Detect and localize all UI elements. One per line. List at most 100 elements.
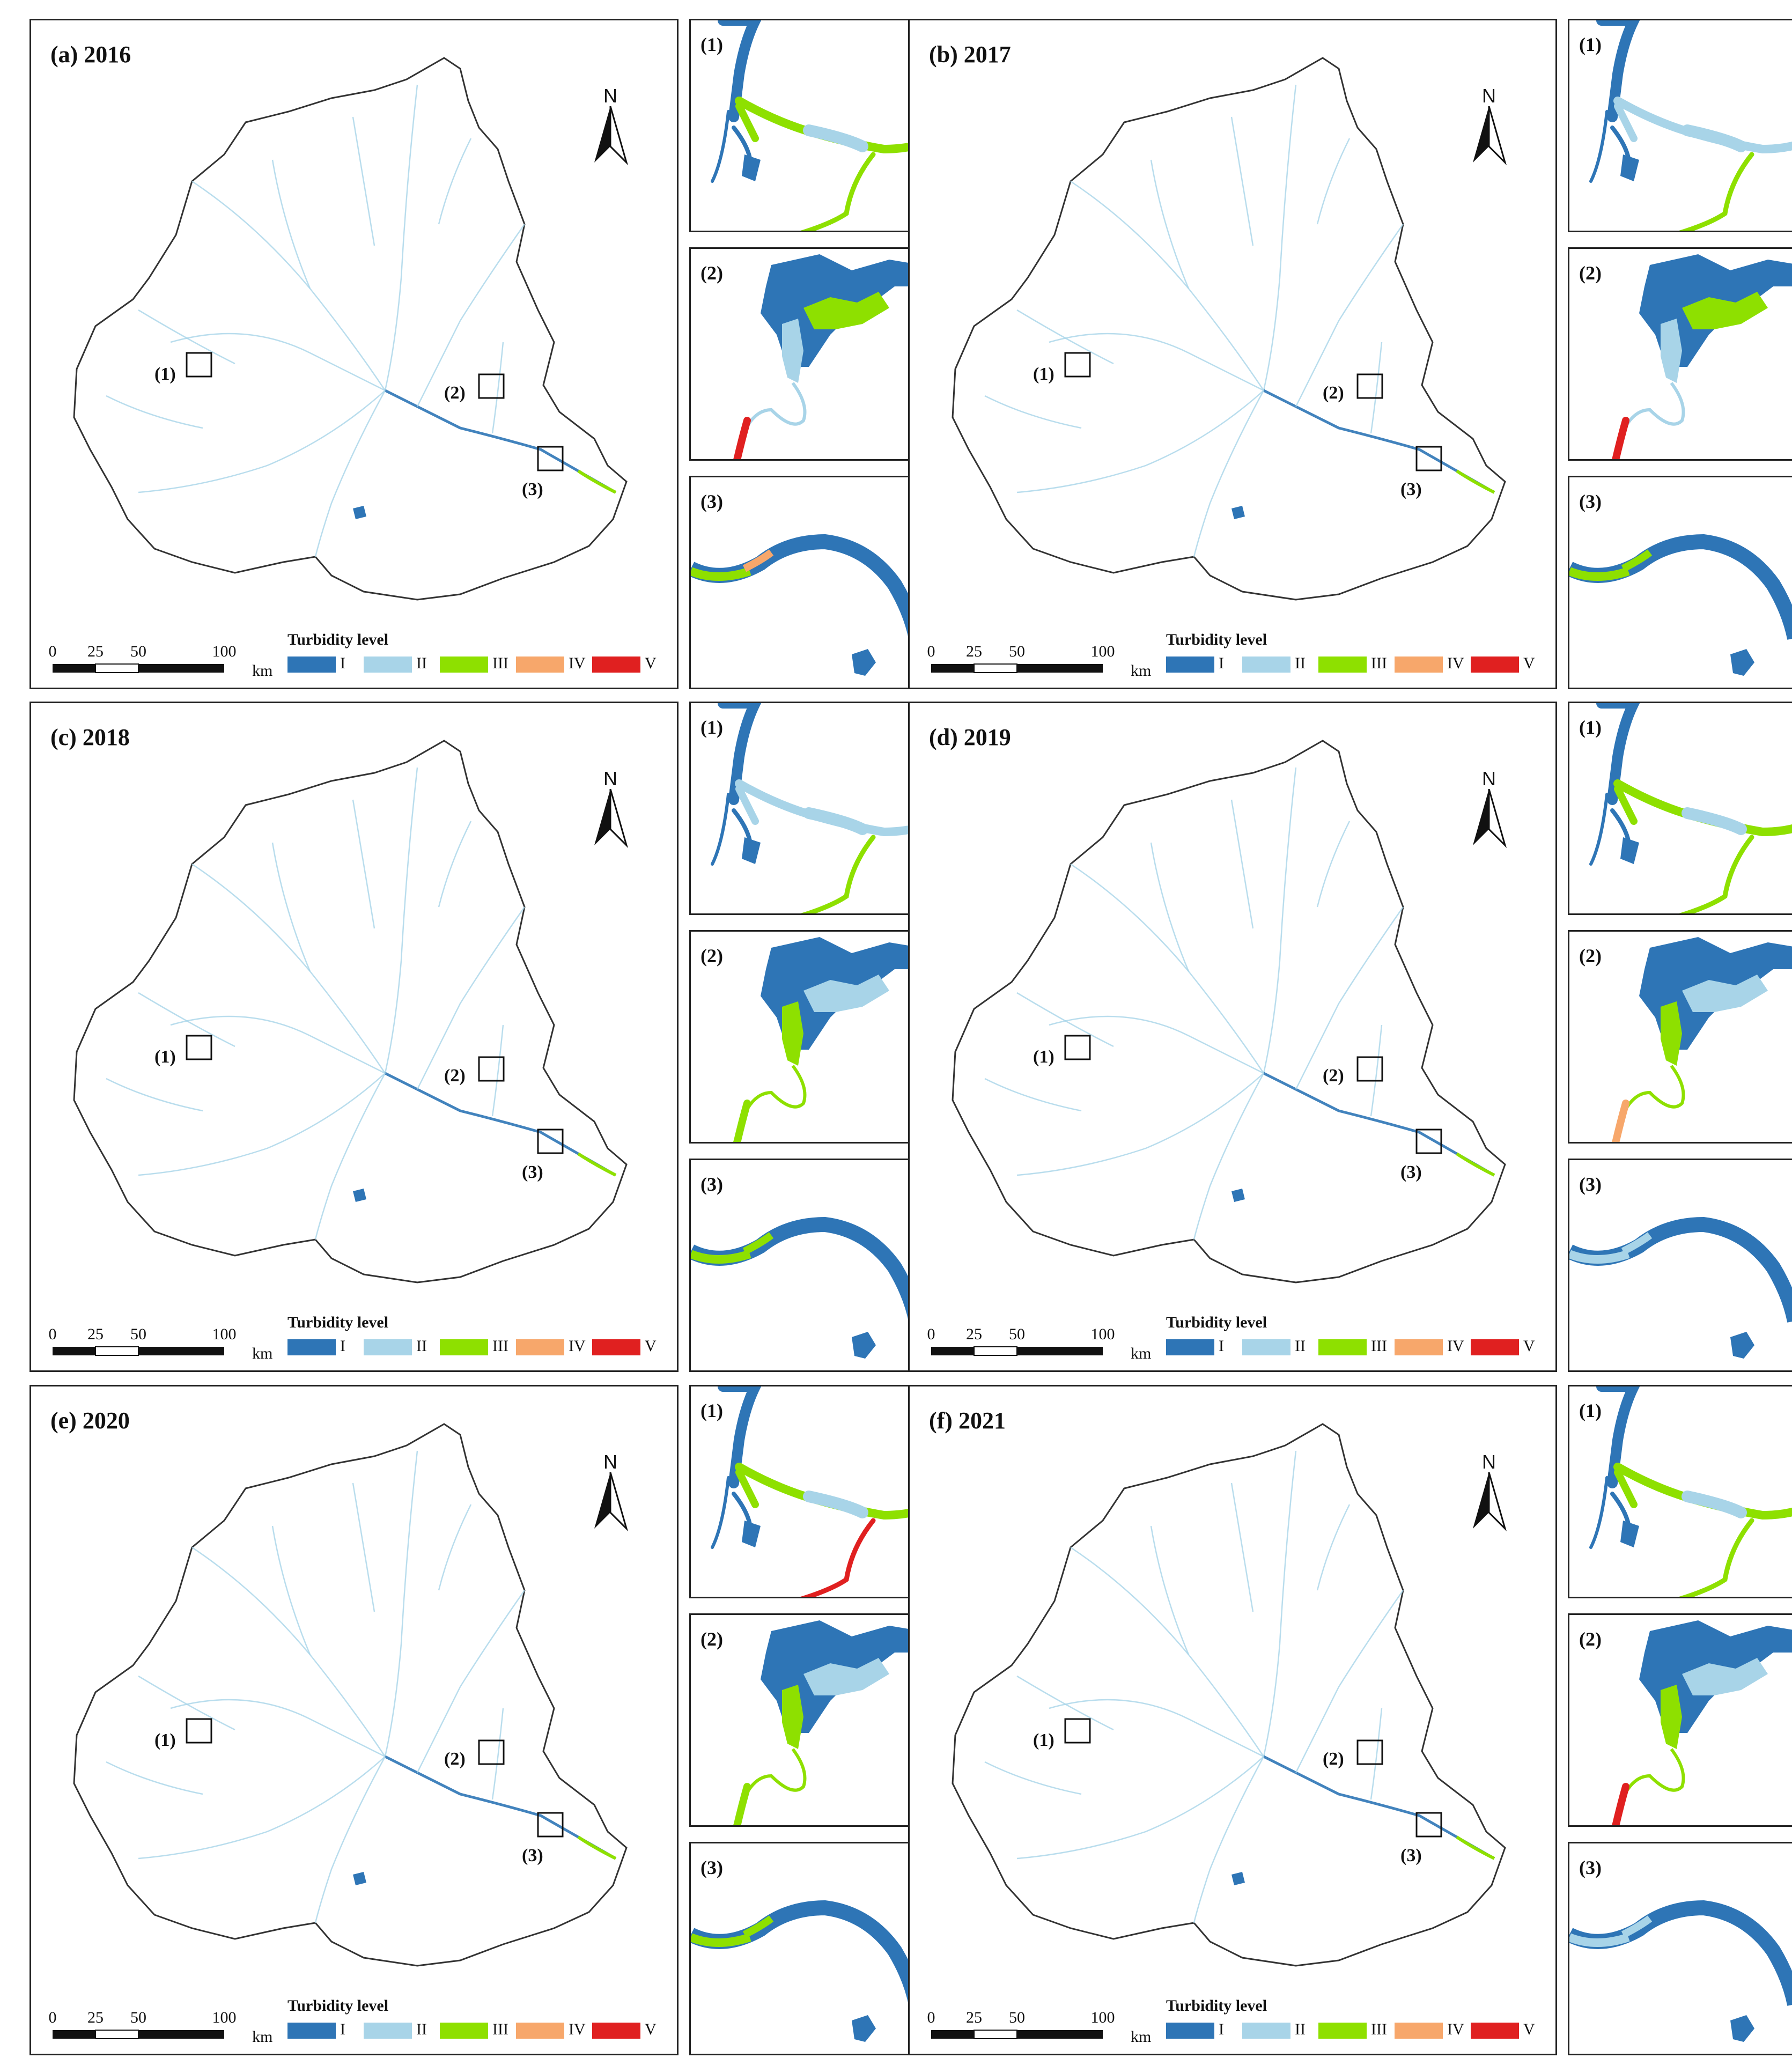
inset-water-feature: [1621, 1915, 1653, 1938]
legend-swatch: [1471, 2023, 1519, 2039]
legend: Turbidity level I II III IV V: [287, 1997, 674, 2050]
north-arrow-icon: N: [586, 85, 635, 165]
basin-boundary: [73, 57, 628, 601]
river: [314, 1756, 386, 1923]
legend-swatch: [516, 1339, 564, 1355]
inset-map: (2): [689, 247, 920, 461]
river: [1370, 1024, 1383, 1117]
inset-water-feature: [711, 110, 730, 183]
inset-water-feature: [852, 649, 876, 676]
river: [1049, 333, 1264, 392]
inset-label: (1): [1579, 1400, 1602, 1421]
inset-map: (3): [1568, 1842, 1792, 2055]
river: [271, 159, 311, 289]
inset-locator-box: [186, 1035, 212, 1060]
inset-water-feature: [1614, 102, 1638, 142]
river: [314, 1073, 386, 1240]
inset-water-feature: [742, 1521, 761, 1547]
north-arrow-label: N: [1482, 1451, 1496, 1473]
inset-locator-box: [186, 352, 212, 378]
inset-map: (2): [689, 930, 920, 1144]
map-panel: (1) (2) (3) (f) 2021 N 0 25 50 100 km Turbidity le…: [908, 1385, 1792, 2055]
legend-swatch: [1166, 657, 1214, 673]
inset-water-feature: [1661, 1685, 1682, 1749]
basin-map: (1) (2) (3): [73, 1423, 628, 1967]
inset-water-feature: [1612, 417, 1629, 459]
inset-map: (1): [689, 1385, 920, 1598]
inset-map: (3): [689, 1159, 920, 1372]
main-map: (1) (2) (3) (a) 2016 N 0 25 50 100 km Turbidity le…: [30, 19, 679, 689]
river: [1150, 159, 1190, 289]
river: [384, 767, 418, 1074]
river: [438, 821, 472, 908]
legend-label: I: [340, 2020, 345, 2038]
inset-water-feature: [742, 1915, 774, 1938]
inset-water-feature: [1569, 1900, 1792, 2006]
main-map: (1) (2) (3) (d) 2019 N 0 25 50 100 km Turbidity le…: [908, 702, 1557, 1372]
inset-water-feature: [1613, 779, 1792, 837]
river: [416, 224, 526, 407]
inset-water-feature: [742, 1232, 774, 1255]
legend-swatch: [516, 2023, 564, 2039]
inset-water-feature: [1620, 154, 1639, 181]
legend-label: II: [416, 2020, 427, 2038]
reservoir: [353, 506, 366, 519]
scale-tick-label: 25: [966, 2009, 982, 2026]
river: [1016, 309, 1114, 365]
inset-water-feature: [691, 534, 918, 640]
inset-water-feature: [1620, 837, 1639, 864]
river: [138, 390, 386, 493]
river: [352, 799, 375, 929]
scale-tick-label: 25: [87, 2009, 104, 2026]
river: [170, 1015, 386, 1074]
north-arrow-label: N: [603, 1451, 617, 1473]
river: [1016, 390, 1264, 493]
inset-water-feature: [1614, 785, 1638, 825]
inset-water-feature: [852, 1332, 876, 1359]
inset-locator-label: (1): [1033, 1730, 1054, 1750]
river: [314, 390, 386, 557]
inset-water-feature: [1679, 152, 1754, 231]
inset-map: (2): [1568, 930, 1792, 1144]
scale-tick-label: 100: [1090, 1325, 1115, 1343]
legend-label: II: [416, 654, 427, 672]
basin-map: (1) (2) (3): [952, 1423, 1506, 1967]
basin-boundary: [952, 740, 1506, 1284]
scale-unit: km: [252, 2028, 273, 2046]
legend-label: I: [1219, 1337, 1224, 1355]
legend-swatch: [1395, 1339, 1443, 1355]
inset-water-feature: [782, 319, 803, 383]
inset-water-feature: [1569, 567, 1630, 581]
legend-swatch: [1395, 657, 1443, 673]
inset-water-feature: [782, 1685, 803, 1749]
scale-tick-label: 0: [48, 643, 57, 660]
inset-water-feature: [735, 1463, 918, 1520]
scale-tick-label: 100: [1090, 2009, 1115, 2026]
north-arrow-icon: N: [1465, 1451, 1513, 1531]
legend-label: III: [1371, 2020, 1387, 2038]
inset-map: (2): [689, 1613, 920, 1827]
river: [1016, 1756, 1264, 1860]
legend-label: I: [1219, 2020, 1224, 2038]
inset-water-feature: [1661, 319, 1682, 383]
inset-water-feature: [800, 152, 876, 231]
legend-swatch: [1166, 2023, 1214, 2039]
inset-label: (2): [700, 262, 723, 284]
legend-label: V: [645, 654, 657, 672]
legend-label: III: [1371, 1337, 1387, 1355]
legend-swatch: [440, 657, 488, 673]
scale-tick-label: 0: [48, 1325, 57, 1343]
legend-title: Turbidity level: [287, 1314, 389, 1331]
river: [1193, 390, 1265, 557]
inset-water-feature: [1613, 1463, 1792, 1520]
inset-map: (1): [1568, 1385, 1792, 1598]
inset-water-feature: [1569, 1216, 1792, 1323]
inset-water-feature: [852, 2015, 876, 2042]
inset-water-feature: [1621, 549, 1653, 572]
river: [1316, 1504, 1351, 1591]
basin-map: (1) (2) (3): [73, 740, 628, 1284]
legend-swatch: [1242, 657, 1290, 673]
legend-swatch: [440, 1339, 488, 1355]
inset-water-feature: [1614, 1469, 1638, 1508]
legend-label: IV: [1447, 654, 1464, 672]
